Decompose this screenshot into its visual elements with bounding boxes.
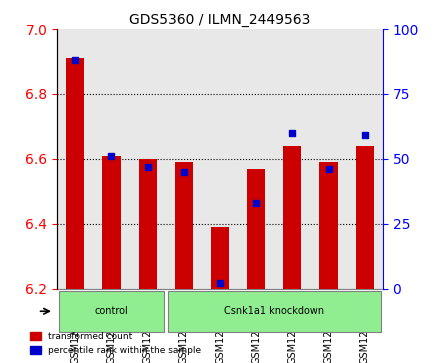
- FancyBboxPatch shape: [168, 291, 381, 332]
- Bar: [57, 29, 93, 289]
- Bar: [103, 156, 121, 289]
- Bar: [238, 29, 274, 289]
- Bar: [311, 29, 347, 289]
- Bar: [166, 29, 202, 289]
- FancyBboxPatch shape: [59, 291, 164, 332]
- Bar: [93, 29, 129, 289]
- Bar: [175, 162, 193, 289]
- Bar: [247, 168, 265, 289]
- Bar: [283, 146, 301, 289]
- Bar: [66, 58, 84, 289]
- Bar: [319, 162, 337, 289]
- Bar: [211, 227, 229, 289]
- Bar: [356, 146, 374, 289]
- Legend: transformed count, percentile rank within the sample: transformed count, percentile rank withi…: [26, 329, 205, 359]
- Text: Csnk1a1 knockdown: Csnk1a1 knockdown: [224, 306, 324, 316]
- Bar: [274, 29, 311, 289]
- Text: control: control: [95, 306, 128, 316]
- Title: GDS5360 / ILMN_2449563: GDS5360 / ILMN_2449563: [129, 13, 311, 26]
- Bar: [139, 159, 157, 289]
- Bar: [202, 29, 238, 289]
- Bar: [129, 29, 166, 289]
- Bar: [347, 29, 383, 289]
